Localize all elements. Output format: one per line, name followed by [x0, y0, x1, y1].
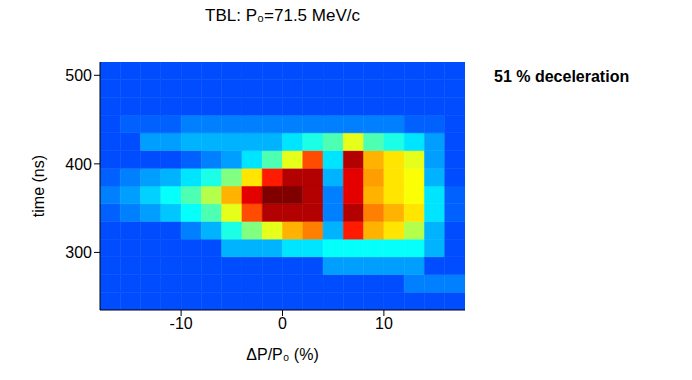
svg-text:500: 500 [65, 67, 92, 84]
svg-text:time (ns): time (ns) [30, 155, 47, 217]
svg-text:ΔP/P₀ (%): ΔP/P₀ (%) [246, 346, 318, 363]
svg-text:300: 300 [65, 244, 92, 261]
svg-text:-10: -10 [170, 315, 193, 332]
html-text:TBL: P₀=71.5 MeV/c: TBL: P₀=71.5 MeV/c [205, 6, 360, 25]
svg-text:400: 400 [65, 156, 92, 173]
svg-text:0: 0 [278, 315, 287, 332]
svg-text:10: 10 [375, 315, 393, 332]
html-text:51 % deceleration: 51 % deceleration [494, 68, 630, 85]
